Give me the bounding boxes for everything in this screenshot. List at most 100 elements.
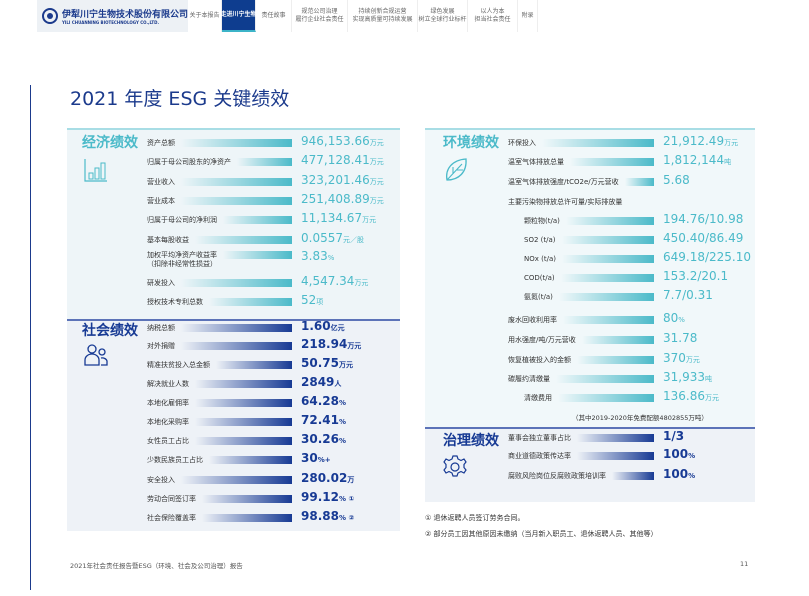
metric-label: 废水回收利用率 — [508, 315, 557, 324]
environment-metric-row: 废水回收利用率 80% — [508, 311, 685, 327]
metric-bar — [181, 476, 292, 484]
metric-number: 649.18/225.10 — [663, 250, 752, 264]
metric-value: 7.7/0.31 — [663, 288, 713, 302]
metric-bar — [563, 316, 654, 324]
metric-unit: 万元 — [369, 158, 384, 166]
metric-bar — [612, 472, 654, 480]
nav-tab[interactable]: 绿色发展 树立全球行业标杆 — [418, 0, 469, 32]
metric-label: 纳税总额 — [147, 323, 175, 332]
metric-bar — [216, 361, 292, 369]
metric-value: 64.28% — [301, 394, 346, 408]
metric-label: 腐败风险岗位反腐败政策培训率 — [508, 471, 606, 480]
metric-value: 31.78 — [663, 331, 697, 345]
metric-label: 少数民族员工占比 — [147, 455, 203, 464]
metric-label: 解决就业人数 — [147, 379, 189, 388]
metric-value: 50.75万元 — [301, 356, 353, 370]
metric-label: 精准扶贫投入总金额 — [147, 360, 210, 369]
metric-unit: 万元 — [724, 139, 739, 147]
nav-tab[interactable]: 责任故事 — [256, 0, 293, 32]
nav-tab[interactable]: 附录 — [518, 0, 539, 32]
top-nav: 伊犁川宁生物技术股份有限公司 YILI CHUANNING BIOTECHNOLO… — [37, 0, 539, 32]
logo-emblem-icon — [42, 8, 58, 24]
metric-label: 归属于母公司的净利润 — [147, 215, 217, 224]
metric-value: 72.41% — [301, 413, 346, 427]
metric-label: 环保投入 — [508, 138, 536, 147]
metric-number: 0.0557 — [301, 231, 343, 245]
metric-value: 136.86万元 — [663, 389, 719, 403]
metric-unit: 万元 — [369, 178, 384, 186]
metric-unit: 人 — [334, 380, 342, 388]
metric-value: 1.60亿元 — [301, 319, 345, 333]
social-metric-row: 精准扶贫投入总金额 50.75万元 — [147, 356, 353, 372]
metric-unit: 亿元 — [330, 324, 345, 332]
nav-tab[interactable]: 规范公司治理 履行企业社会责任 — [292, 0, 349, 32]
metric-bar — [181, 324, 292, 332]
metric-number: 98.88 — [301, 509, 339, 523]
metric-label: 用水强度/吨/万元营收 — [508, 335, 576, 344]
metric-value: 477,128.41万元 — [301, 153, 384, 167]
metric-label: 女性员工占比 — [147, 436, 189, 445]
page-number: 11 — [740, 560, 749, 568]
environment-metric-row: 清缴费用 136.86万元 — [524, 389, 719, 405]
metric-bar — [195, 380, 292, 388]
metric-bar — [195, 437, 292, 445]
metric-label: 对外捐赠 — [147, 341, 175, 350]
economic-metric-row: 基本每股收益 0.0557元／股 — [147, 231, 364, 247]
metric-label: 颗粒物(t/a) — [524, 216, 560, 225]
metric-unit: 万元 — [354, 279, 369, 287]
social-metric-row: 本地化采购率 72.41% — [147, 413, 346, 429]
social-metric-row: 社会保险覆盖率 98.88% ② — [147, 509, 354, 525]
metric-label: 营业收入 — [147, 177, 175, 186]
metric-label: 恢复植被投入的金额 — [508, 355, 571, 364]
metric-unit: 万元 — [685, 356, 700, 364]
metric-label: 营业成本 — [147, 196, 175, 205]
nav-tab[interactable]: 关于本报告 — [188, 0, 223, 32]
metric-bar — [570, 158, 654, 166]
metric-label: 清缴费用 — [524, 393, 552, 402]
metric-value: 99.12% ① — [301, 490, 354, 504]
metric-unit: % — [688, 452, 696, 460]
metric-value: 21,912.49万元 — [663, 134, 738, 148]
social-metric-row: 本地化雇佣率 64.28% — [147, 394, 346, 410]
social-metric-row: 安全投入 280.02万 — [147, 471, 354, 487]
environment-metric-row: 碳履约清缴量 31,933吨 — [508, 370, 712, 386]
environment-metric-row: 氨氮(t/a) 7.7/0.31 — [524, 288, 713, 304]
metric-number: 30.26 — [301, 432, 339, 446]
metric-bar — [561, 255, 654, 263]
metric-number: 72.41 — [301, 413, 339, 427]
nav-tab[interactable]: 以人为本 担当社会责任 — [468, 0, 519, 32]
metric-value: 52项 — [301, 293, 323, 307]
metric-number: 370 — [663, 351, 686, 365]
metric-value: 649.18/225.10 — [663, 250, 751, 264]
metric-bar — [209, 298, 292, 306]
metric-label: 归属于母公司股东的净资产 — [147, 157, 231, 166]
metric-number: 323,201.46 — [301, 173, 370, 187]
logo-name-cn: 伊犁川宁生物技术股份有限公司 — [62, 10, 189, 20]
metric-value: 153.2/20.1 — [663, 269, 728, 283]
metric-number: 31,933 — [663, 370, 705, 384]
metric-bar — [565, 217, 654, 225]
metric-unit: 万元 — [705, 394, 719, 402]
metric-number: 136.86 — [663, 389, 705, 403]
metric-label: 温室气体排放总量 — [508, 157, 564, 166]
metric-bar — [237, 158, 292, 166]
metric-label: 氨氮(t/a) — [524, 292, 553, 301]
footnote-2: ② 部分员工因其他原因未缴纳（当月新入职员工、退休返聘人员、其他等） — [425, 530, 658, 538]
gear-icon — [443, 455, 467, 477]
metric-label: COD(t/a) — [524, 273, 555, 282]
metric-value: 30.26% — [301, 432, 346, 446]
metric-bar — [202, 514, 292, 522]
metric-unit: 吨 — [724, 158, 732, 166]
environment-metric-row: 温室气体排放总量 1,812,144吨 — [508, 153, 731, 169]
nav-tab[interactable]: 走进川宁生物 — [221, 0, 257, 32]
decorative-line — [30, 85, 31, 590]
environment-metric-row: 用水强度/吨/万元营收 31.78 — [508, 331, 697, 347]
metric-value: 323,201.46万元 — [301, 173, 384, 187]
metric-number: 30 — [301, 451, 318, 465]
social-metric-row: 对外捐赠 218.94万元 — [147, 337, 361, 353]
metric-number: 3.83 — [301, 249, 328, 263]
page-title: 2021 年度 ESG 关键绩效 — [70, 88, 290, 110]
nav-tab[interactable]: 持续创新合规运营 实现高质量可持续发展 — [348, 0, 419, 32]
metric-value: 1,812,144吨 — [663, 153, 731, 167]
metric-label: 劳动合同签订率 — [147, 494, 196, 503]
